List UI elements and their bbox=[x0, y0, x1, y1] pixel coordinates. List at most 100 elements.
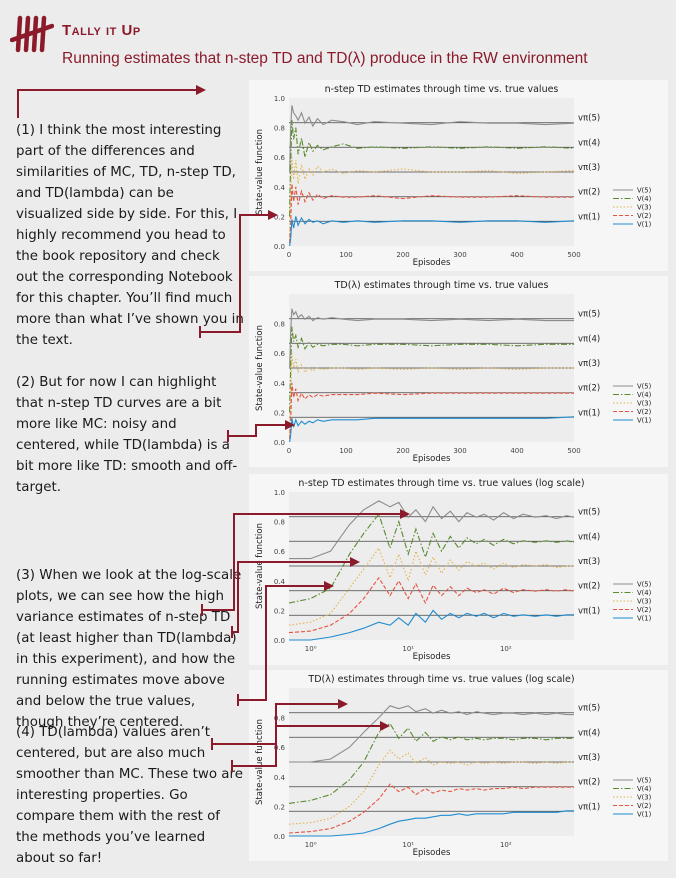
y-axis-label: State-value function bbox=[255, 523, 265, 609]
x-axis-label: Episodes bbox=[413, 258, 451, 268]
arrow-note-4b bbox=[232, 725, 380, 767]
true-value-label: vπ(1) bbox=[578, 212, 600, 222]
note-2-text: (2) But for now I can highlight that n-s… bbox=[16, 375, 238, 495]
x-tick-label: 400 bbox=[510, 251, 523, 259]
x-tick-label: 200 bbox=[396, 447, 409, 455]
chart-2: TD(λ) estimates through time vs. true va… bbox=[255, 280, 652, 464]
true-value-label: vπ(1) bbox=[578, 606, 600, 616]
note-1: (1) I think the most interesting part of… bbox=[16, 120, 244, 351]
x-tick-label: 500 bbox=[567, 447, 580, 455]
arrow-note-1 bbox=[17, 89, 196, 118]
chart-title: TD(λ) estimates through time vs. true va… bbox=[334, 280, 549, 291]
legend-label: V(4) bbox=[637, 785, 652, 793]
series-line-v3 bbox=[289, 157, 575, 239]
arrow-note-3b bbox=[232, 561, 350, 633]
arrow-note-2 bbox=[228, 424, 285, 437]
series-line-v1 bbox=[289, 609, 574, 641]
y-tick-label: 0.0 bbox=[274, 833, 285, 841]
x-tick-label: 10⁰ bbox=[305, 841, 317, 849]
x-tick-label: 100 bbox=[339, 251, 352, 259]
y-tick-label: 0.2 bbox=[274, 409, 285, 417]
x-tick-label: 0 bbox=[287, 251, 291, 259]
series-line-v5 bbox=[289, 705, 574, 763]
series-line-v4 bbox=[289, 120, 575, 217]
series-line-v2 bbox=[289, 183, 574, 244]
true-value-label: vπ(5) bbox=[578, 114, 600, 124]
legend-label: V(5) bbox=[637, 187, 652, 195]
true-value-label: vπ(3) bbox=[578, 163, 600, 173]
chart-panel: n-step TD estimates through time vs. tru… bbox=[249, 80, 668, 271]
y-tick-label: 0.4 bbox=[274, 578, 286, 586]
legend-label: V(2) bbox=[637, 408, 652, 416]
arrow-note-3c bbox=[238, 585, 324, 701]
y-tick-label: 0.0 bbox=[274, 637, 285, 645]
y-tick-label: 0.6 bbox=[274, 548, 286, 556]
series-line-v2 bbox=[288, 783, 574, 834]
page-subtitle: Running estimates that n-step TD and TD(… bbox=[62, 50, 588, 67]
x-tick-label: 500 bbox=[567, 251, 580, 259]
true-value-label: vπ(2) bbox=[578, 384, 600, 394]
legend-label: V(2) bbox=[637, 802, 652, 810]
x-tick-label: 10¹ bbox=[402, 645, 414, 653]
page-title: Tally it Up bbox=[62, 22, 141, 39]
true-value-label: vπ(2) bbox=[578, 188, 600, 198]
y-tick-label: 0.2 bbox=[274, 607, 285, 615]
y-axis-label: State-value function bbox=[255, 129, 265, 215]
y-tick-label: 0.8 bbox=[274, 125, 285, 133]
true-value-label: vπ(2) bbox=[578, 582, 600, 592]
series-line-v5 bbox=[289, 500, 575, 560]
note-2: (2) But for now I can highlight that n-s… bbox=[16, 372, 244, 498]
y-tick-label: 0.6 bbox=[274, 744, 286, 752]
legend-label: V(1) bbox=[637, 221, 652, 229]
series-line-v3 bbox=[289, 353, 574, 435]
series-line-v1 bbox=[289, 810, 574, 837]
true-value-label: vπ(3) bbox=[578, 359, 600, 369]
arrow-note-3a bbox=[202, 513, 400, 611]
legend-label: V(5) bbox=[637, 581, 652, 589]
note-3: (3) When we look at the log-scale plots,… bbox=[16, 565, 244, 733]
y-tick-label: 0.4 bbox=[274, 774, 286, 782]
y-tick-label: 0.6 bbox=[274, 154, 286, 162]
x-tick-label: 10¹ bbox=[402, 841, 414, 849]
series-line-v5 bbox=[289, 105, 575, 173]
true-value-label: vπ(5) bbox=[578, 704, 600, 714]
x-tick-label: 10² bbox=[500, 841, 512, 849]
y-tick-label: 1.0 bbox=[274, 95, 285, 103]
true-value-label: vπ(4) bbox=[578, 334, 600, 344]
legend-label: V(1) bbox=[637, 615, 652, 623]
x-tick-label: 300 bbox=[453, 251, 466, 259]
y-tick-label: 0.8 bbox=[274, 321, 285, 329]
true-value-label: vπ(3) bbox=[578, 753, 600, 763]
legend-label: V(2) bbox=[637, 606, 652, 614]
y-tick-label: 0.6 bbox=[274, 350, 286, 358]
legend-label: V(4) bbox=[637, 391, 652, 399]
legend-label: V(4) bbox=[637, 589, 652, 597]
series-line-v2 bbox=[289, 382, 574, 440]
legend-label: V(3) bbox=[637, 598, 652, 606]
arrow-note-4a bbox=[212, 703, 338, 745]
x-tick-label: 0 bbox=[287, 447, 291, 455]
y-tick-label: 0.4 bbox=[274, 380, 286, 388]
x-tick-label: 300 bbox=[453, 447, 466, 455]
y-tick-label: 0.0 bbox=[274, 243, 285, 251]
series-line-v4 bbox=[288, 722, 574, 804]
true-value-label: vπ(5) bbox=[578, 310, 600, 320]
series-line-v2 bbox=[288, 576, 575, 634]
chart-4: TD(λ) estimates through time vs. true va… bbox=[255, 674, 652, 858]
y-tick-label: 0.8 bbox=[274, 715, 285, 723]
true-value-label: vπ(1) bbox=[578, 408, 600, 418]
true-value-label: vπ(1) bbox=[578, 802, 600, 812]
legend-label: V(1) bbox=[637, 811, 652, 819]
legend-label: V(5) bbox=[637, 777, 652, 785]
x-tick-label: 400 bbox=[510, 447, 523, 455]
true-value-label: vπ(5) bbox=[578, 508, 600, 518]
chart-panel: TD(λ) estimates through time vs. true va… bbox=[249, 276, 668, 467]
x-tick-label: 10² bbox=[500, 645, 512, 653]
y-tick-label: 0.2 bbox=[274, 803, 285, 811]
x-axis-label: Episodes bbox=[413, 652, 451, 662]
y-axis-label: State-value function bbox=[255, 719, 265, 805]
legend-label: V(1) bbox=[637, 417, 652, 425]
y-tick-label: 0.2 bbox=[274, 213, 285, 221]
arrow-note-1-return bbox=[200, 214, 268, 333]
tally-marks-icon bbox=[10, 15, 54, 53]
